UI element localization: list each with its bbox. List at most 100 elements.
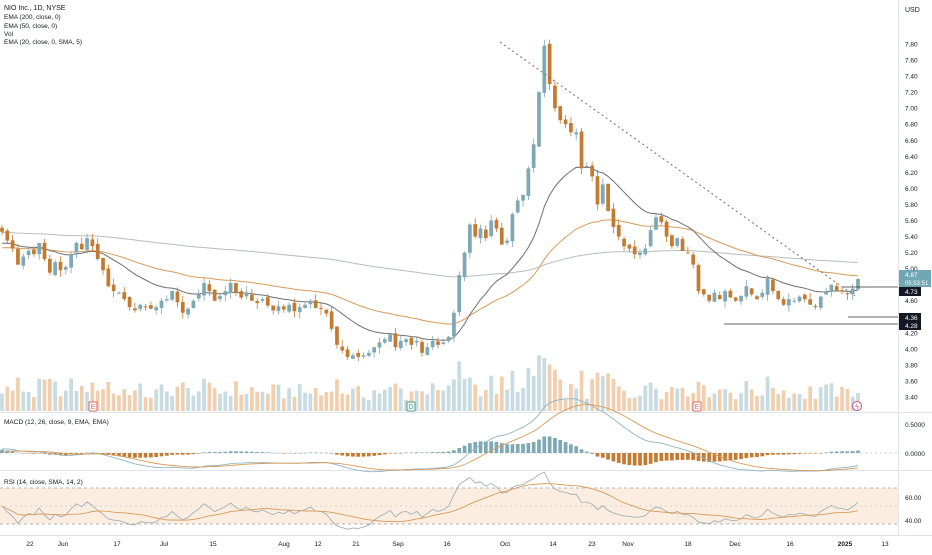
macd-hist-bar [670, 453, 674, 461]
candle-body [584, 165, 589, 167]
candle-body [558, 106, 563, 121]
volume-bars[interactable] [0, 355, 860, 411]
earnings-marker[interactable]: E [692, 401, 702, 412]
volume-bar [680, 387, 685, 411]
price-tick: 3.60 [905, 378, 918, 385]
candle-body [356, 352, 361, 357]
candle-body [32, 249, 36, 255]
time-axis[interactable]: 22 Jun 17 Jul 15 Aug 12 21 Sep 16 Oct 14 23 Nov 18 Dec 1… [26, 541, 889, 548]
macd-hist-bar [292, 453, 297, 454]
ema-price-label[interactable]: 4.73 [899, 287, 921, 296]
candle-body [281, 306, 286, 310]
volume-bar [574, 388, 579, 411]
macd-hist-bar [154, 453, 159, 457]
volume-bar [32, 396, 36, 411]
volume-bar [755, 395, 759, 411]
level-a-label[interactable]: 4.36 [899, 313, 921, 322]
volume-bar [207, 382, 212, 411]
candle-body [521, 194, 525, 201]
last-price-label[interactable]: 4.87 05:53:51 [899, 270, 931, 287]
volume-bar [58, 396, 63, 411]
volume-bar [648, 382, 653, 411]
lightning-icon[interactable] [852, 401, 862, 411]
macd-hist-bar [223, 451, 228, 453]
volume-bar [186, 388, 190, 411]
macd-hist-bar [366, 453, 371, 457]
macd-hist-bar [595, 453, 600, 457]
price-tick: 4.00 [905, 346, 918, 353]
candle-body [526, 168, 531, 196]
dividend-marker[interactable]: D [406, 401, 416, 412]
macd-hist-bar [537, 439, 541, 453]
volume-bar [781, 390, 786, 411]
volume-bar [0, 393, 4, 411]
time-axis-label: Nov [622, 541, 634, 548]
volume-bar [127, 395, 132, 411]
volume-bar [717, 389, 722, 411]
candle-body [701, 289, 706, 295]
macd-histogram[interactable] [0, 398, 860, 473]
candle-body [117, 292, 121, 294]
macd-hist-bar [659, 453, 664, 461]
candle-body [430, 340, 435, 348]
candle-body [191, 300, 196, 309]
volume-bar [159, 384, 164, 411]
indicator-lines[interactable] [1, 166, 859, 530]
candle-body [707, 294, 711, 301]
candle-body [622, 238, 626, 247]
trendline[interactable] [499, 41, 856, 297]
macd-hist-bar [409, 452, 414, 454]
macd-hist-bar [159, 453, 164, 457]
candle-body [616, 224, 621, 237]
volume-bar [404, 399, 408, 411]
macd-hist-bar [138, 453, 143, 458]
macd-hist-bar [531, 441, 536, 453]
candlestick-series[interactable] [0, 39, 860, 362]
price-axis[interactable]: 7.80 7.60 7.40 7.20 7.00 6.80 6.60 6.40 6.20 6.00… [905, 42, 918, 402]
time-axis-label: 22 [26, 541, 34, 548]
volume-bar [308, 393, 313, 411]
volume-bar [53, 381, 58, 411]
candle-body [425, 347, 430, 355]
lightning-icon-glyph: ϟ [855, 404, 859, 411]
candle-body [436, 341, 440, 345]
legend-ema200[interactable]: EMA (200, close, 0) [4, 14, 61, 21]
time-axis-label: Jun [58, 541, 69, 548]
candle-body [10, 240, 15, 249]
macd-hist-bar [26, 453, 31, 454]
candle-body [755, 296, 759, 300]
candle-body [297, 307, 302, 313]
candle-body [606, 183, 610, 211]
earnings-marker[interactable]: E [88, 401, 98, 412]
macd-hist-bar [691, 453, 696, 460]
level-b-value: 4.28 [905, 323, 918, 330]
legend-ema50[interactable]: EMA (50, close, 0) [4, 23, 57, 30]
volume-bar [42, 379, 47, 411]
candle-body [441, 342, 446, 344]
candle-body [553, 85, 557, 109]
macd-hist-bar [149, 453, 153, 458]
rsi-title[interactable]: RSI (14, close, SMA, 14, 2) [4, 479, 83, 486]
volume-bar [212, 388, 217, 411]
macd-hist-bar [276, 452, 281, 454]
macd-hist-bar [90, 452, 95, 453]
candle-body [47, 258, 52, 273]
legend-vol[interactable]: Vol [4, 31, 14, 38]
legend-ema20[interactable]: EMA (20, close, 0, SMA, 5) [4, 39, 82, 46]
volume-bar [590, 379, 595, 411]
candle-body [712, 292, 717, 302]
level-b-label[interactable]: 4.28 [899, 321, 921, 330]
volume-bar [563, 399, 568, 411]
volume-bar [63, 390, 68, 411]
macd-title[interactable]: MACD (12, 26, close, 9, EMA, EMA) [4, 419, 109, 426]
price-tick: 7.80 [905, 42, 918, 49]
candle-body [446, 336, 451, 342]
macd-hist-bar [425, 452, 430, 453]
candle-body [717, 295, 722, 300]
volume-bar [446, 385, 451, 411]
candle-body [63, 267, 68, 270]
volume-bar [749, 389, 754, 411]
candle-body [382, 339, 387, 343]
